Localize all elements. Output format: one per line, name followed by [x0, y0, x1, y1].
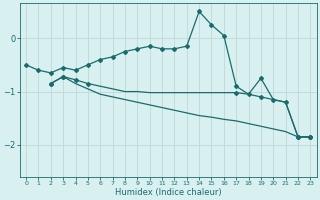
X-axis label: Humidex (Indice chaleur): Humidex (Indice chaleur)	[115, 188, 221, 197]
